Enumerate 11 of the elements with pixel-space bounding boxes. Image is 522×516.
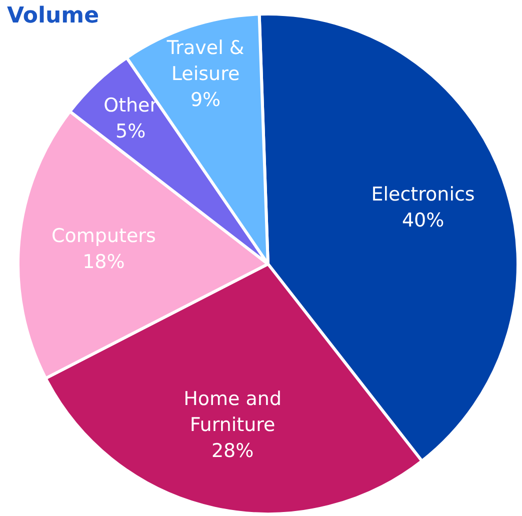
data-label: 9% bbox=[190, 89, 221, 112]
slice-label: Computers bbox=[52, 225, 156, 248]
slice-label: Home and Furniture bbox=[184, 388, 282, 436]
data-label: 18% bbox=[82, 251, 125, 274]
data-label: 5% bbox=[116, 120, 146, 143]
data-label: 28% bbox=[211, 440, 254, 462]
slice-label: Travel & Leisure bbox=[166, 37, 244, 86]
chart-title: Volume bbox=[7, 4, 99, 28]
slice-label: Electronics bbox=[371, 184, 475, 206]
slice-label: Other bbox=[104, 94, 158, 117]
data-label: 40% bbox=[402, 210, 444, 232]
